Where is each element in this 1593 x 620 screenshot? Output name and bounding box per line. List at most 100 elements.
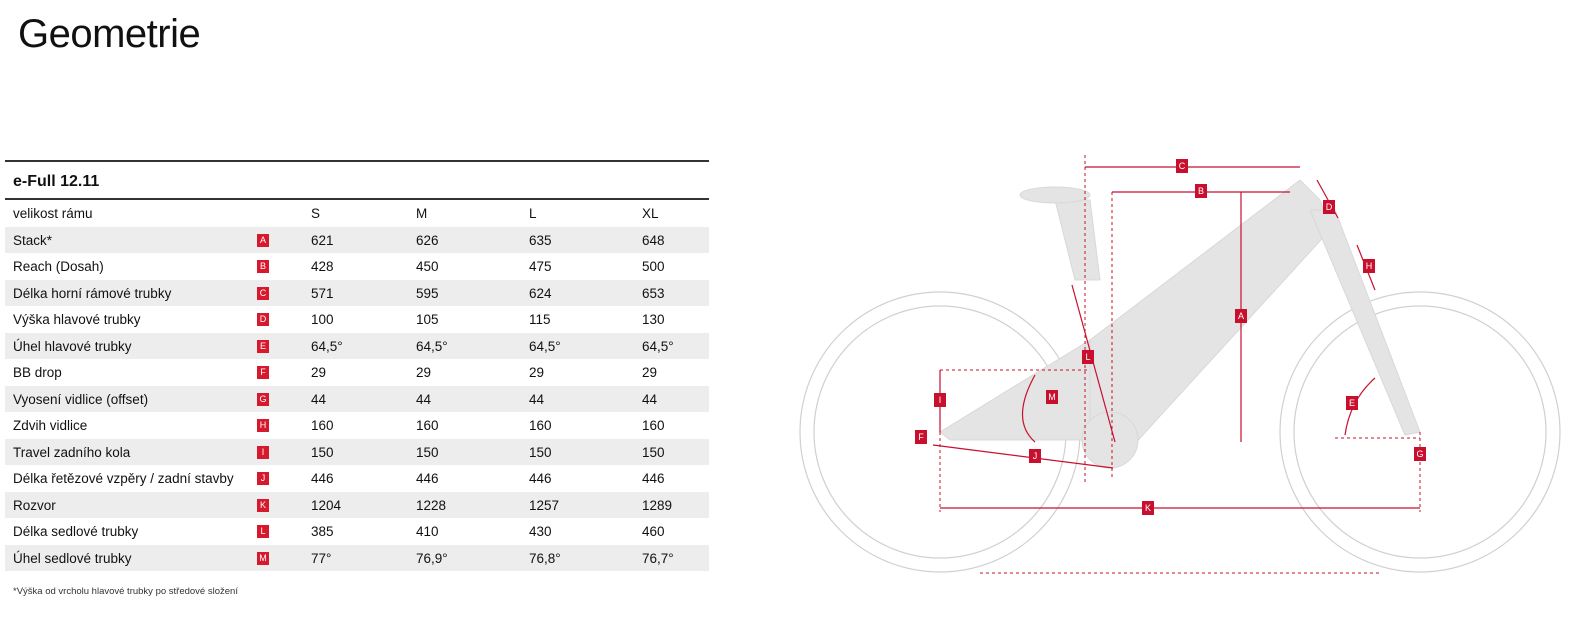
- cell: 621: [311, 232, 334, 248]
- letter-badge: E: [257, 339, 269, 353]
- cell: 428: [311, 259, 334, 274]
- bike-diagram: A B C D E F G H I J K L M: [799, 155, 1561, 574]
- cell: 29: [529, 365, 545, 380]
- letter-badge: D: [257, 313, 269, 326]
- cell: 571: [311, 285, 334, 301]
- diagram-letter: E: [1349, 398, 1355, 408]
- cell: 648: [642, 232, 665, 248]
- diagram-letter: G: [1416, 449, 1423, 459]
- table-row: Úhel hlavové trubky E 64,5° 64,5° 64,5° 64,5°: [5, 332, 709, 359]
- cell: 475: [529, 259, 552, 274]
- table-row: Výška hlavové trubky D 100 105 115 130: [5, 306, 709, 333]
- letter-badge: M: [257, 551, 269, 565]
- diagram-letter: D: [1326, 202, 1333, 212]
- cell: 44: [416, 391, 432, 407]
- cell: 1204: [311, 497, 342, 513]
- diagram-letter: B: [1198, 186, 1204, 196]
- diagram-badge: [1176, 159, 1188, 173]
- diagram-letter: A: [1238, 311, 1244, 321]
- table-row: BB drop F 29 29 29 29: [5, 359, 709, 386]
- diagram-badge: [1235, 309, 1247, 323]
- row-label: Délka horní rámové trubky: [13, 285, 172, 301]
- letter-badge: L: [257, 525, 269, 538]
- cell: 64,5°: [642, 338, 674, 354]
- cell: 160: [416, 418, 439, 433]
- diagram-letter: J: [1033, 451, 1038, 461]
- diagram-badge: [1323, 200, 1335, 214]
- diagram-badge: [1046, 390, 1058, 404]
- diagram-letter: M: [1048, 392, 1056, 402]
- diagram-badge: [1082, 350, 1094, 364]
- column-header: velikost rámu: [13, 206, 93, 221]
- diagram-letter: I: [939, 395, 942, 405]
- diagram-badge: [1029, 449, 1041, 463]
- row-label: Délka řetězové vzpěry / zadní stavby: [13, 471, 234, 486]
- cell: 115: [529, 312, 551, 327]
- table-row: Úhel sedlové trubky M 77° 76,9° 76,8° 76,7°: [5, 544, 709, 571]
- row-label: Travel zadního kola: [13, 444, 131, 460]
- row-label: Úhel sedlové trubky: [13, 550, 132, 566]
- diagram-letter: H: [1366, 261, 1373, 271]
- letter-badge: H: [257, 419, 269, 432]
- table-row: Reach (Dosah) B 428 450 475 500: [5, 253, 709, 280]
- column-header: L: [529, 206, 537, 221]
- row-label: Vyosení vidlice (offset): [13, 391, 149, 407]
- letter-badge: J: [257, 472, 269, 485]
- row-label: BB drop: [13, 365, 62, 380]
- cell: 635: [529, 232, 552, 248]
- table-name: e-Full 12.11: [5, 160, 709, 200]
- cell: 44: [642, 391, 658, 407]
- cell: 500: [642, 259, 665, 274]
- column-header: S: [311, 206, 321, 221]
- letter-badge: B: [257, 260, 269, 273]
- column-header: XL: [642, 206, 659, 221]
- cell: 430: [529, 524, 552, 539]
- cell: 595: [416, 285, 439, 301]
- cell: 150: [529, 444, 552, 460]
- cell: 446: [642, 471, 665, 486]
- table-row: Délka řetězové vzpěry / zadní stavby J 446…: [5, 465, 709, 492]
- cell: 410: [416, 524, 439, 539]
- footnote: *Výška od vrcholu hlavové trubky po stře…: [13, 586, 238, 597]
- letter-badge: C: [257, 286, 269, 300]
- page-title: Geometrie: [18, 12, 201, 56]
- cell: 1289: [642, 497, 673, 513]
- cell: 653: [642, 285, 665, 301]
- table-row: Délka sedlové trubky L 385 410 430 460: [5, 518, 709, 545]
- diagram-letter: F: [918, 432, 924, 442]
- cell: 64,5°: [416, 338, 448, 354]
- row-label: Reach (Dosah): [13, 259, 104, 274]
- cell: 160: [642, 418, 665, 433]
- letter-badge: K: [257, 498, 269, 512]
- cell: 150: [642, 444, 665, 460]
- cell: 44: [529, 391, 545, 407]
- cell: 64,5°: [311, 338, 343, 354]
- table-row: Délka horní rámové trubky C 571 595 624 653: [5, 279, 709, 306]
- row-label: Rozvor: [13, 497, 56, 513]
- cell: 100: [311, 312, 334, 327]
- letter-badge: G: [257, 392, 269, 406]
- diagram-letter: K: [1145, 503, 1151, 513]
- cell: 105: [416, 312, 439, 327]
- row-label: Úhel hlavové trubky: [13, 338, 132, 354]
- cell: 446: [311, 471, 334, 486]
- diagram-badge: [1195, 184, 1207, 198]
- diagram-badge: [1363, 259, 1375, 273]
- cell: 460: [642, 524, 665, 539]
- cell: 446: [529, 471, 552, 486]
- cell: 1228: [416, 497, 447, 513]
- cell: 150: [416, 444, 439, 460]
- cell: 450: [416, 259, 439, 274]
- cell: 626: [416, 232, 439, 248]
- cell: 64,5°: [529, 338, 561, 354]
- cell: 160: [529, 418, 552, 433]
- table-row: Vyosení vidlice (offset) G 44 44 44 44: [5, 385, 709, 412]
- cell: 44: [311, 391, 327, 407]
- cell: 624: [529, 285, 552, 301]
- cell: 77°: [311, 550, 332, 566]
- cell: 76,9°: [416, 550, 448, 566]
- row-label: Výška hlavové trubky: [13, 312, 141, 327]
- cell: 160: [311, 418, 334, 433]
- row-label: Zdvih vidlice: [13, 418, 88, 433]
